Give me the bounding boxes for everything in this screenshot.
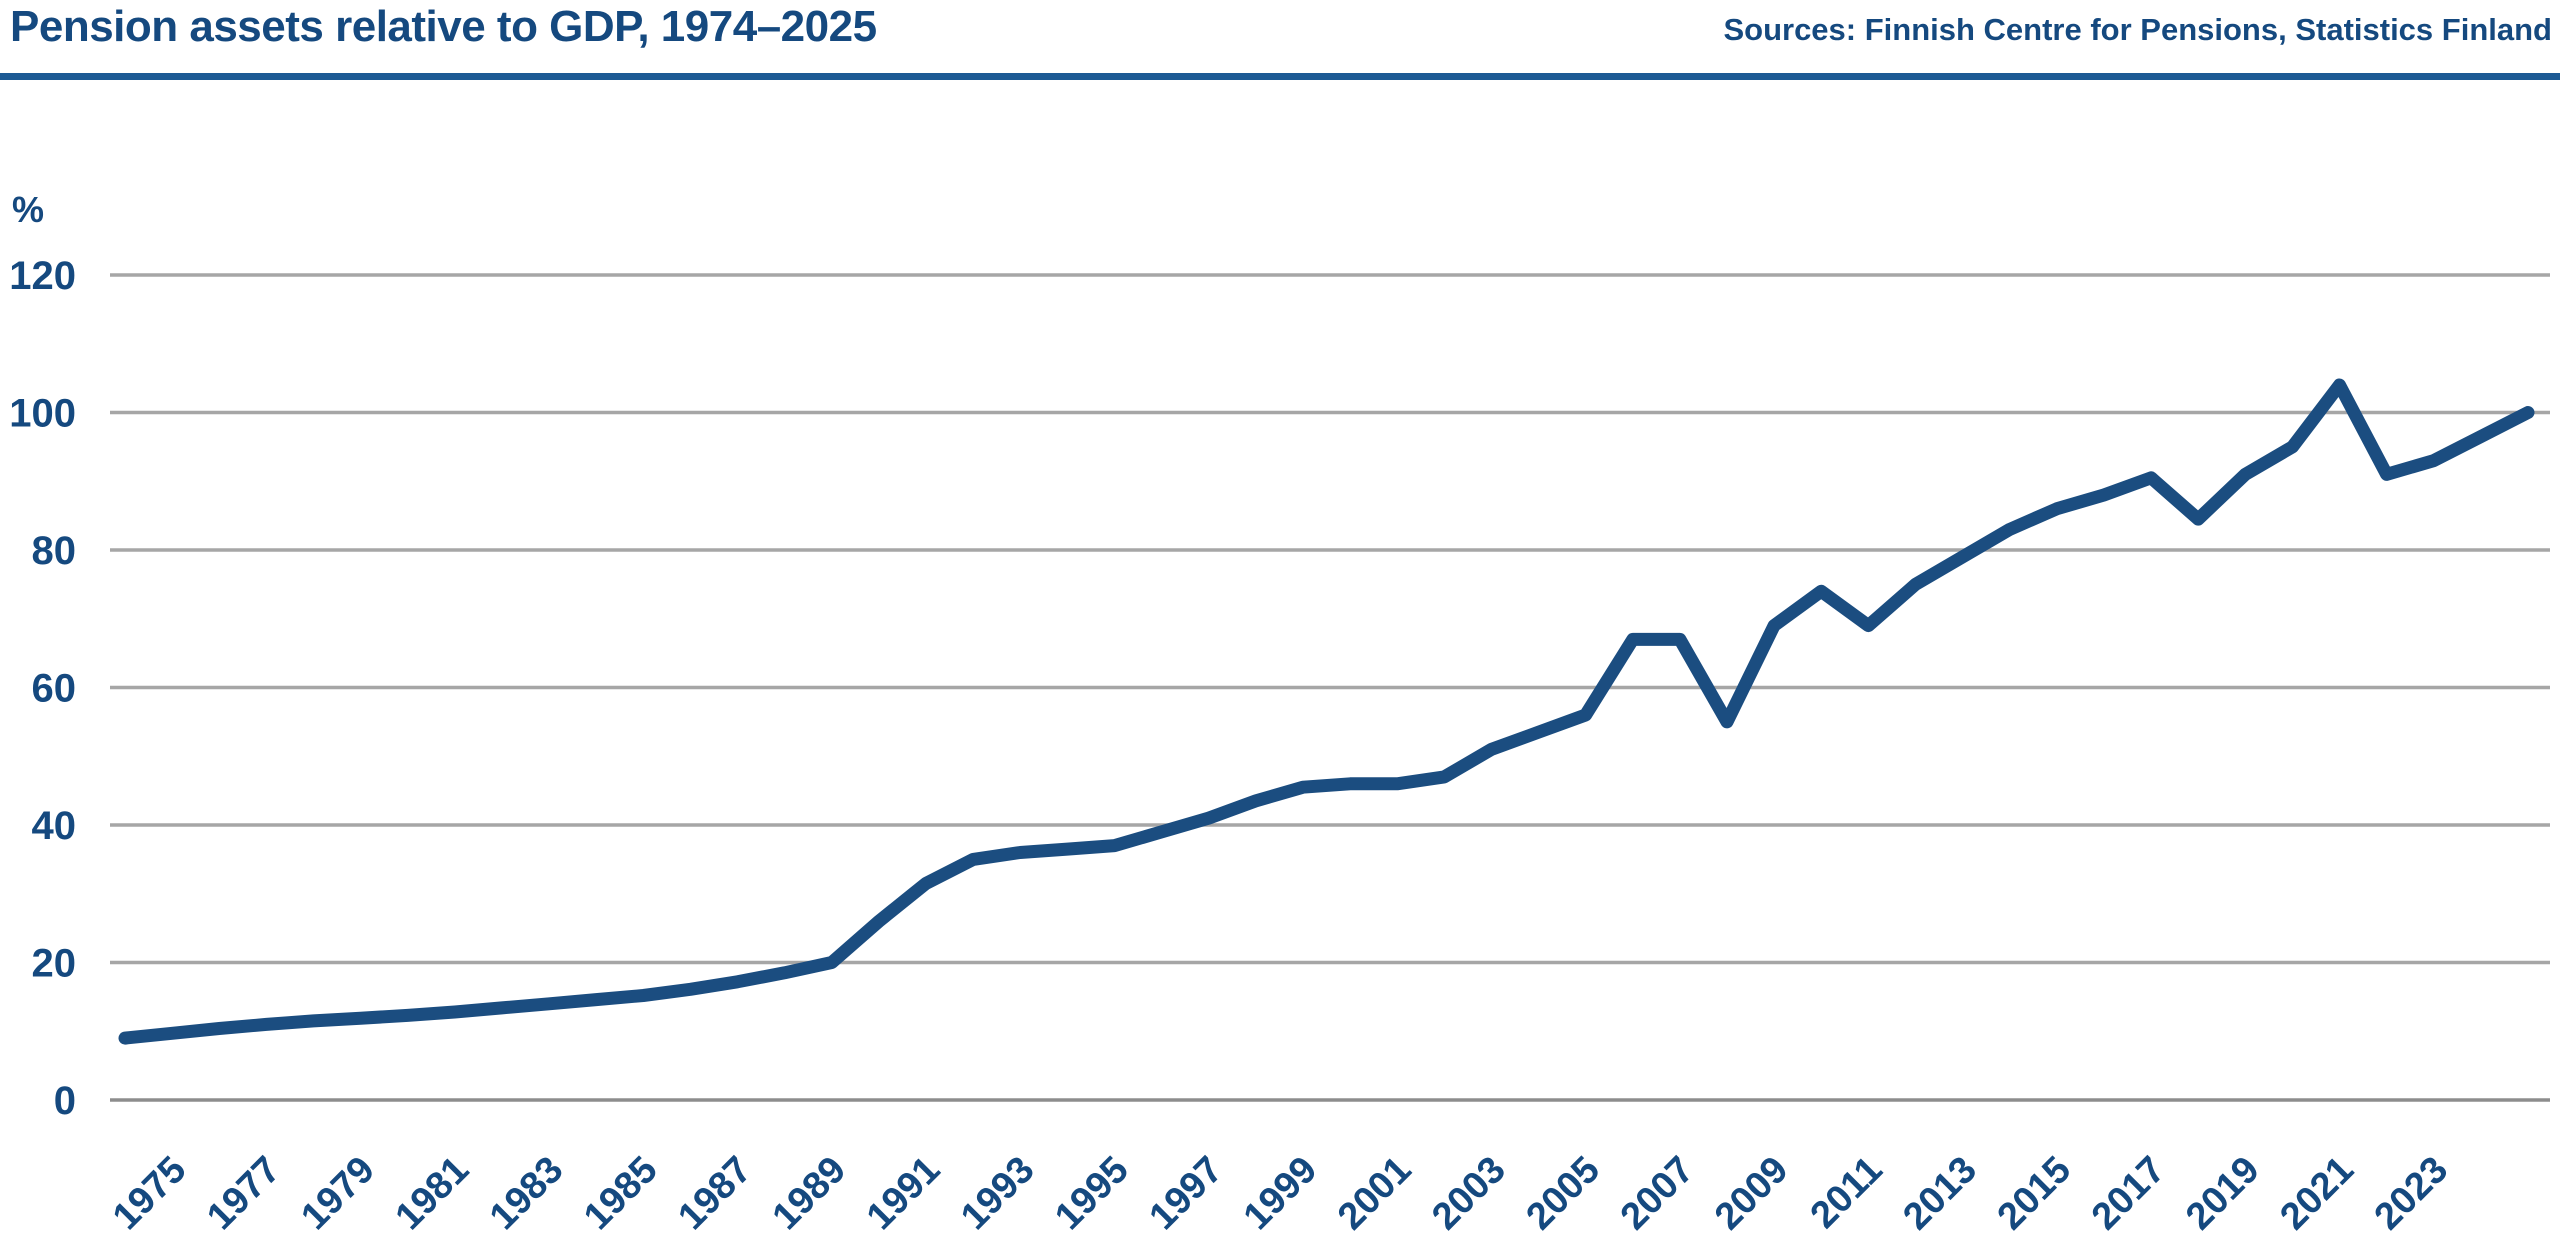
chart-header: Pension assets relative to GDP, 1974–202… [0,0,2560,73]
x-tick-label-2005: 2005 [1519,1149,1608,1234]
x-tick-label-1979: 1979 [293,1149,382,1234]
y-tick-label-80: 80 [32,529,77,573]
y-tick-label-0: 0 [54,1079,76,1123]
x-tick-label-2019: 2019 [2178,1149,2267,1234]
chart-sources: Sources: Finnish Centre for Pensions, St… [1723,12,2552,47]
y-axis-unit-label: % [12,189,44,230]
x-tick-label-2009: 2009 [1707,1149,1796,1234]
x-tick-label-1987: 1987 [670,1149,759,1234]
x-tick-label-1985: 1985 [576,1149,665,1234]
y-tick-label-120: 120 [9,254,76,298]
x-tick-label-1993: 1993 [953,1149,1042,1234]
x-tick-label-1983: 1983 [482,1149,571,1234]
x-tick-label-2021: 2021 [2272,1149,2361,1234]
x-tick-label-2003: 2003 [1424,1149,1513,1234]
x-tick-label-2001: 2001 [1330,1149,1419,1234]
x-tick-label-2015: 2015 [1990,1149,2079,1234]
y-tick-label-20: 20 [32,942,77,986]
x-tick-label-2011: 2011 [1803,1149,1891,1234]
x-tick-label-1995: 1995 [1047,1149,1136,1234]
x-tick-label-2013: 2013 [1895,1149,1984,1234]
x-tick-label-1997: 1997 [1142,1149,1231,1234]
y-tick-label-60: 60 [32,667,77,711]
x-tick-label-1977: 1977 [199,1149,288,1234]
x-tick-label-2007: 2007 [1613,1149,1702,1234]
x-tick-label-1999: 1999 [1236,1149,1325,1234]
header-rule-divider [0,73,2560,80]
x-tick-label-1991: 1991 [859,1149,948,1234]
data-line-pension-assets [118,378,2535,1045]
x-tick-label-1989: 1989 [765,1149,854,1234]
x-tick-label-1975: 1975 [105,1149,194,1234]
y-tick-label-40: 40 [32,804,77,848]
x-tick-label-2023: 2023 [2367,1149,2456,1234]
x-tick-label-1981: 1981 [388,1149,477,1234]
y-tick-label-100: 100 [9,392,76,436]
chart-title: Pension assets relative to GDP, 1974–202… [10,2,877,51]
x-tick-label-2017: 2017 [2084,1149,2173,1234]
